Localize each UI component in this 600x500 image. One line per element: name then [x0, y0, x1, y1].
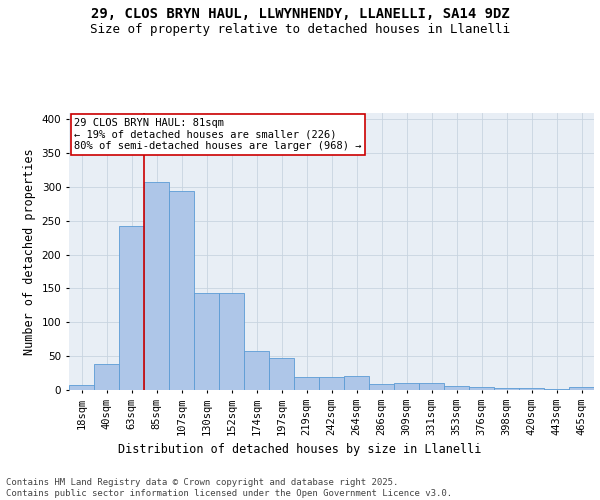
Bar	[444, 386, 469, 390]
Bar	[394, 383, 419, 390]
Bar	[119, 226, 144, 390]
Bar	[94, 364, 119, 390]
Text: Distribution of detached houses by size in Llanelli: Distribution of detached houses by size …	[118, 442, 482, 456]
Bar	[219, 293, 244, 390]
Text: Size of property relative to detached houses in Llanelli: Size of property relative to detached ho…	[90, 22, 510, 36]
Bar	[519, 388, 544, 390]
Bar	[144, 182, 169, 390]
Bar	[194, 293, 219, 390]
Bar	[319, 377, 344, 390]
Text: Contains HM Land Registry data © Crown copyright and database right 2025.
Contai: Contains HM Land Registry data © Crown c…	[6, 478, 452, 498]
Bar	[294, 377, 319, 390]
Bar	[369, 384, 394, 390]
Bar	[244, 352, 269, 390]
Bar	[69, 384, 94, 390]
Bar	[569, 388, 594, 390]
Bar	[169, 191, 194, 390]
Bar	[469, 388, 494, 390]
Text: 29 CLOS BRYN HAUL: 81sqm
← 19% of detached houses are smaller (226)
80% of semi-: 29 CLOS BRYN HAUL: 81sqm ← 19% of detach…	[74, 118, 362, 151]
Bar	[344, 376, 369, 390]
Y-axis label: Number of detached properties: Number of detached properties	[23, 148, 36, 354]
Bar	[419, 383, 444, 390]
Text: 29, CLOS BRYN HAUL, LLWYNHENDY, LLANELLI, SA14 9DZ: 29, CLOS BRYN HAUL, LLWYNHENDY, LLANELLI…	[91, 8, 509, 22]
Bar	[494, 388, 519, 390]
Bar	[269, 358, 294, 390]
